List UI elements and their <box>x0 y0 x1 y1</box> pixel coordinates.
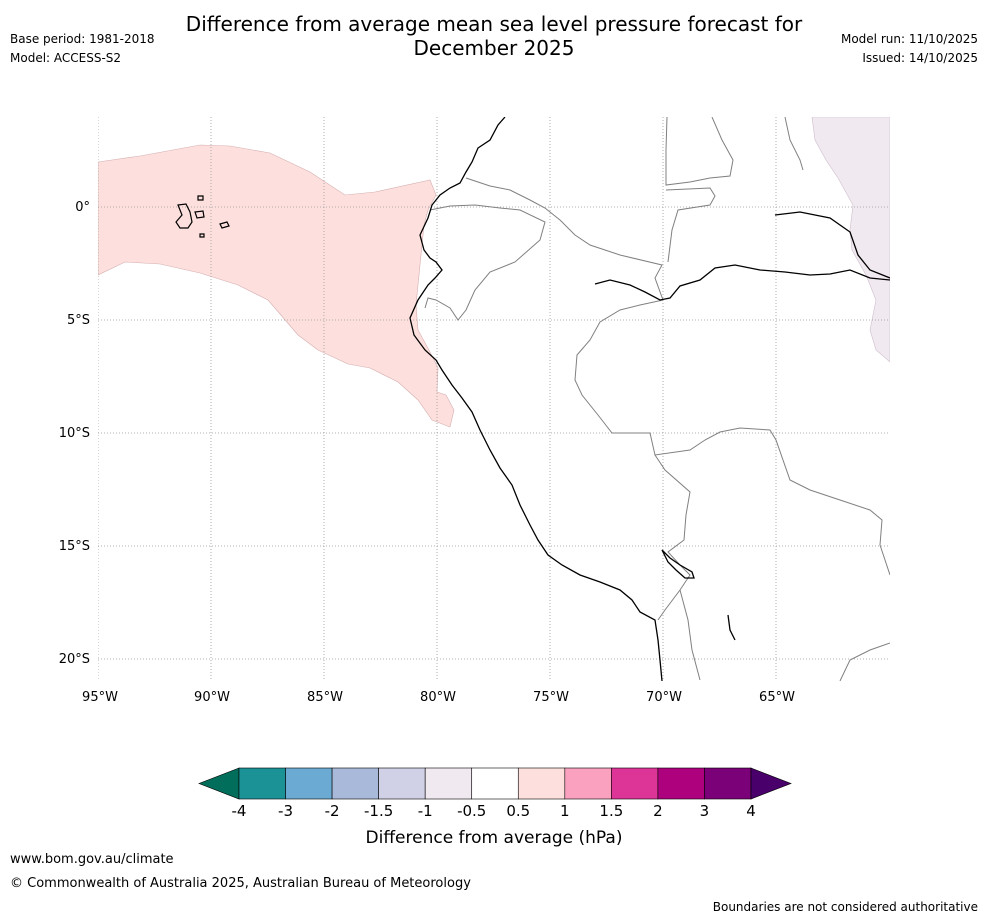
river-northern <box>774 211 890 279</box>
boundary-disclaimer: Boundaries are not considered authoritat… <box>712 900 978 914</box>
colorbar-bin <box>285 767 333 800</box>
lat-label-0: 0° <box>75 200 90 215</box>
colorbar-bin <box>611 767 659 800</box>
colorbar-bin <box>517 767 566 800</box>
isabela-island <box>175 203 193 229</box>
lat-label-5s: 5°S <box>67 313 90 328</box>
colorbar-bin <box>378 767 426 800</box>
border-peru-brazil <box>574 299 890 576</box>
border-bolivia-chile <box>679 589 701 681</box>
colorbar-bin <box>704 767 752 800</box>
title-line-2: December 2025 <box>413 36 575 60</box>
lon-label-65w: 65°W <box>759 690 795 705</box>
small-island <box>197 195 204 201</box>
lon-label-95w: 95°W <box>82 690 118 705</box>
lat-label-20s: 20°S <box>59 652 90 667</box>
border-ecuador-peru <box>424 204 546 321</box>
colorbar-arrow-high <box>750 767 792 800</box>
colorbar-bin <box>471 767 519 800</box>
river-bolivia <box>727 614 736 641</box>
colorbar-tick-label: 0.5 <box>506 802 530 820</box>
model-run: Model run: 11/10/2025 <box>840 32 978 46</box>
colorbar-bin <box>424 767 473 800</box>
san-cristobal-island <box>219 221 230 229</box>
lat-label-10s: 10°S <box>59 426 90 441</box>
colorbar-legend: -4 -3 -2 -1.5 -1 -0.5 0.5 1 1.5 2 3 4 <box>198 767 792 820</box>
floreana-island <box>199 233 205 238</box>
lon-label-90w: 90°W <box>194 690 230 705</box>
lon-label-70w: 70°W <box>646 690 682 705</box>
model-name: Model: ACCESS-S2 <box>10 51 122 65</box>
lake-titicaca <box>661 549 695 579</box>
base-period: Base period: 1981-2018 <box>10 32 155 46</box>
amazon-river <box>594 264 890 301</box>
colorbar-tick-label: -0.5 <box>457 802 486 820</box>
galapagos-islands <box>175 195 230 238</box>
lon-label-85w: 85°W <box>307 690 343 705</box>
latitude-labels: 0° 5°S 10°S 15°S 20°S <box>59 200 90 667</box>
lon-label-80w: 80°W <box>420 690 456 705</box>
border-colombia-brazil <box>665 187 716 263</box>
country-borders <box>424 117 890 681</box>
colorbar-bin <box>564 767 612 800</box>
border-peru-bolivia <box>654 454 691 621</box>
colorbar-bin <box>657 767 705 800</box>
title-line-1: Difference from average mean sea level p… <box>185 12 803 36</box>
colorbar-tick-label: -2 <box>325 802 340 820</box>
pacific-coastline <box>409 117 663 681</box>
copyright-notice: © Commonwealth of Australia 2025, Austra… <box>10 876 471 891</box>
border-venezuela-guyana <box>784 117 804 171</box>
colorbar-bin <box>238 767 286 800</box>
anomaly-region-positive <box>98 144 455 428</box>
santa-cruz-island <box>194 210 205 219</box>
colorbar-arrow-low <box>198 767 240 800</box>
colorbar-tick-label: -4 <box>232 802 247 820</box>
border-colombia-ecuador-peru <box>465 177 664 301</box>
colorbar-tick-label: 2 <box>653 802 663 820</box>
colorbar-tick-label: -3 <box>278 802 293 820</box>
colorbar-tick-label: 1 <box>560 802 570 820</box>
longitude-gridlines <box>98 117 777 681</box>
colorbar-tick-label: 3 <box>700 802 710 820</box>
issued-date: Issued: 14/10/2025 <box>862 51 978 65</box>
colorbar-bin <box>331 767 379 800</box>
anomaly-region-negative <box>811 117 890 363</box>
border-bolivia-paraguay <box>839 642 890 681</box>
colorbar-tick-label: 4 <box>746 802 756 820</box>
map-title: Difference from average mean sea level p… <box>0 12 988 60</box>
lon-label-75w: 75°W <box>533 690 569 705</box>
border-colombia-venezuela <box>665 117 734 186</box>
colorbar-tick-label: -1.5 <box>364 802 393 820</box>
colorbar-tick-label: -1 <box>418 802 433 820</box>
colorbar-tick-label: 1.5 <box>599 802 623 820</box>
longitude-labels: 95°W 90°W 85°W 80°W 75°W 70°W 65°W <box>82 690 795 705</box>
lat-label-15s: 15°S <box>59 539 90 554</box>
website-link[interactable]: www.bom.gov.au/climate <box>10 852 174 867</box>
coastline <box>409 117 890 681</box>
legend-title: Difference from average (hPa) <box>366 828 623 848</box>
